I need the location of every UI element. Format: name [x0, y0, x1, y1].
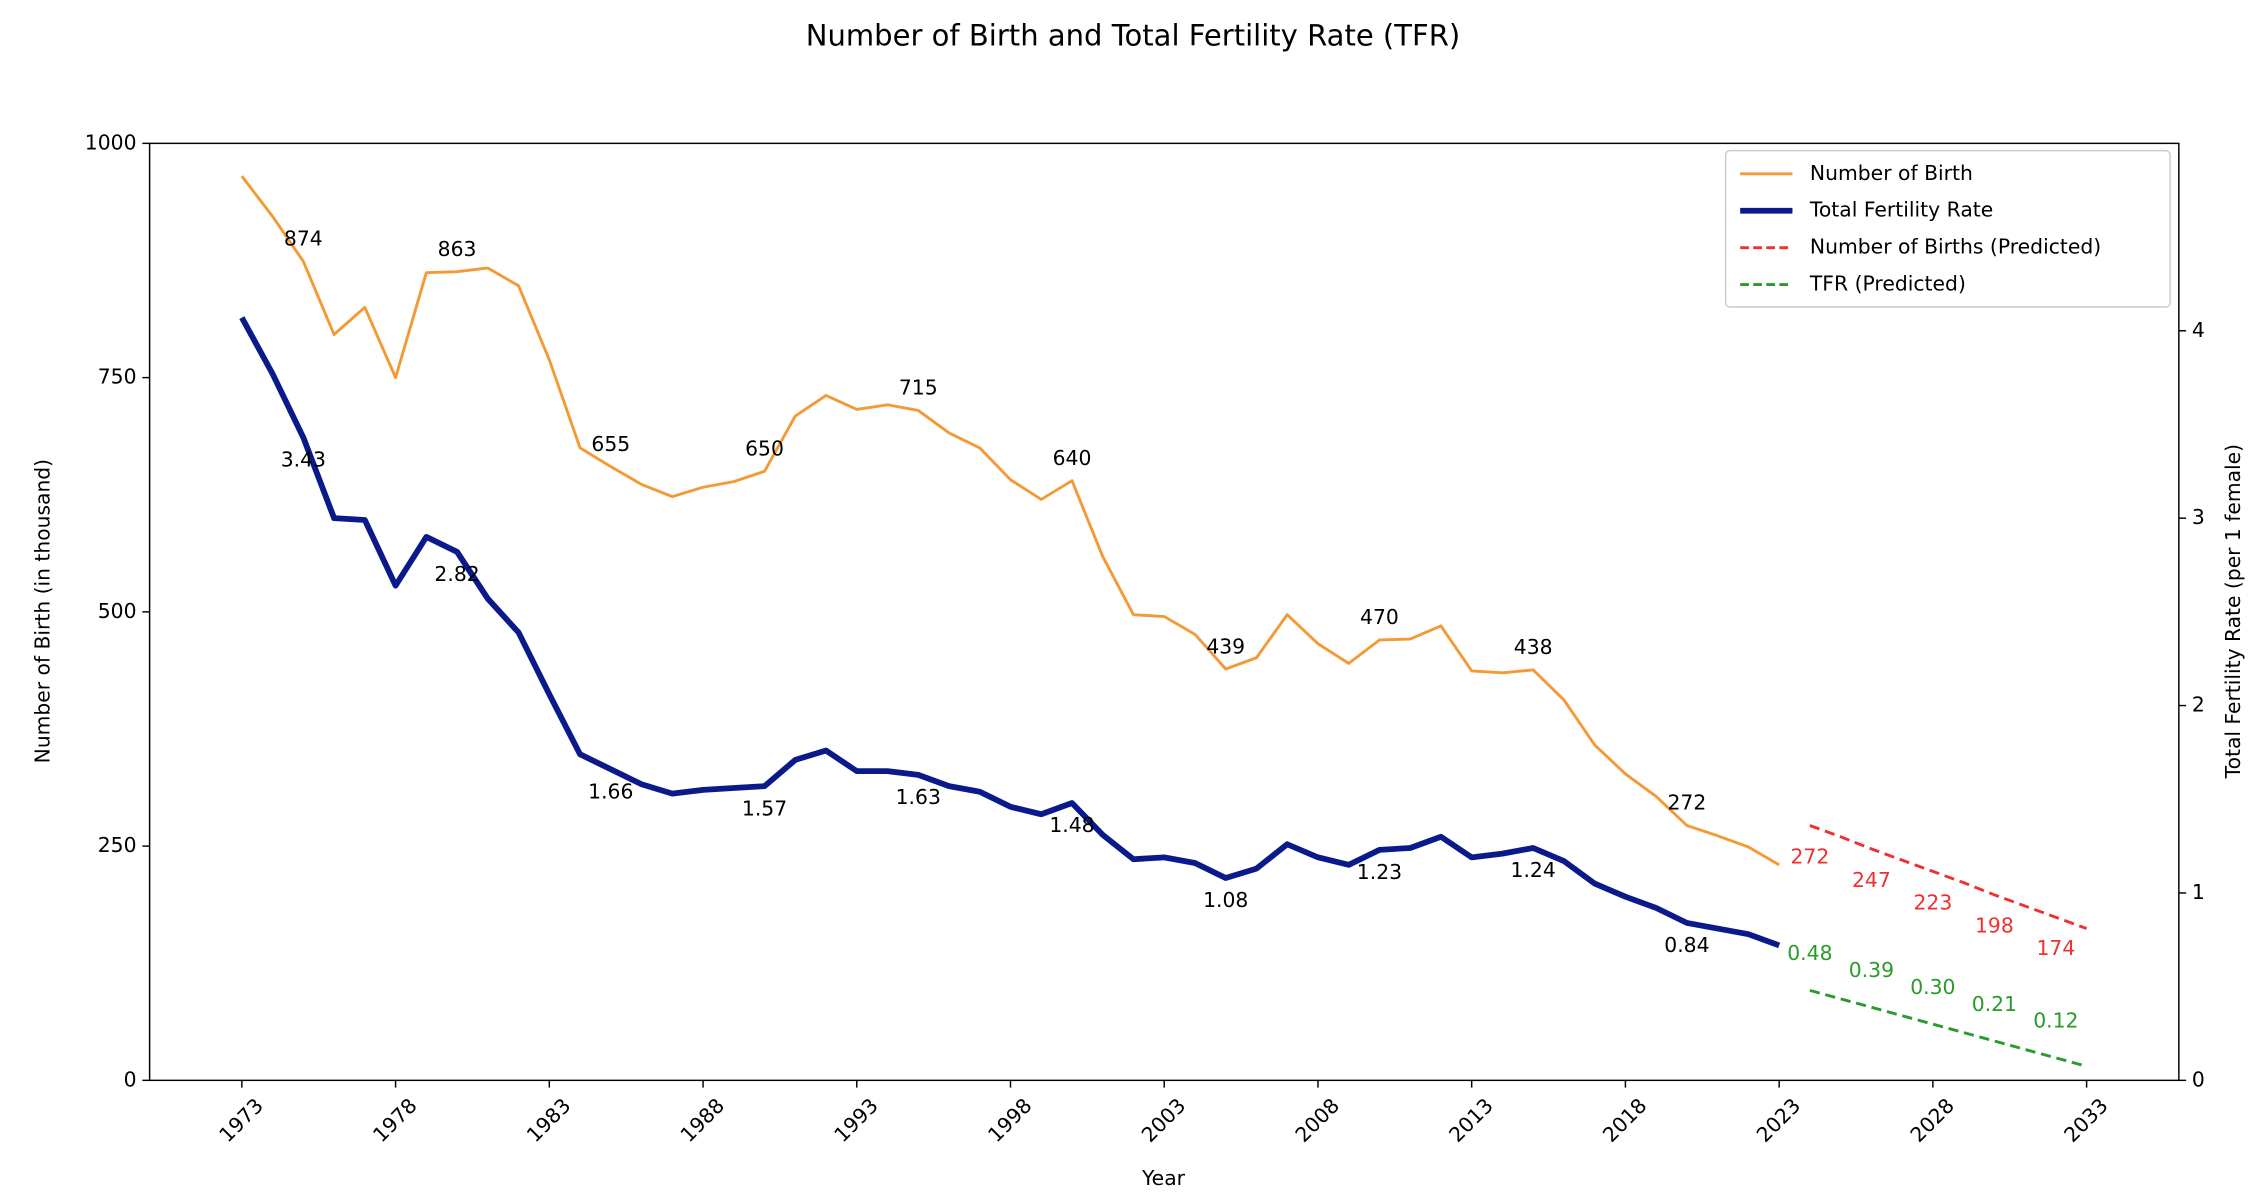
data-label: 247 — [1852, 868, 1891, 892]
x-tick-label: 1993 — [829, 1093, 883, 1146]
y-tick-label: 0 — [124, 1067, 137, 1091]
x-axis-label: Year — [1141, 1166, 1186, 1190]
x-tick-label: 1983 — [522, 1093, 576, 1146]
data-label: 655 — [591, 432, 630, 456]
x-tick-label: 2013 — [1444, 1093, 1498, 1146]
data-label: 439 — [1206, 634, 1245, 658]
y2-tick-label: 3 — [2192, 505, 2205, 529]
chart-title: Number of Birth and Total Fertility Rate… — [806, 19, 1460, 53]
legend-label: Total Fertility Rate — [1809, 198, 1993, 222]
data-label: 640 — [1053, 446, 1092, 470]
data-label: 0.48 — [1787, 941, 1832, 965]
data-label: 1.48 — [1049, 813, 1094, 837]
data-label: 272 — [1668, 791, 1707, 815]
x-tick-label: 1998 — [983, 1093, 1037, 1146]
y2-tick-label: 2 — [2192, 693, 2205, 717]
data-label: 1.63 — [896, 785, 941, 809]
data-label: 650 — [745, 437, 784, 461]
x-tick-label: 2033 — [2059, 1093, 2113, 1146]
data-label: 863 — [438, 237, 477, 261]
data-label: 715 — [899, 376, 938, 400]
y2-tick-label: 4 — [2192, 318, 2205, 342]
data-label: 438 — [1514, 635, 1553, 659]
data-label: 223 — [1913, 890, 1952, 914]
x-tick-label: 1988 — [676, 1093, 730, 1146]
legend-label: Number of Birth — [1810, 161, 1973, 185]
data-label: 1.57 — [742, 796, 787, 820]
x-tick-label: 1973 — [214, 1093, 268, 1146]
data-label: 0.30 — [1910, 975, 1955, 999]
y2-tick-label: 0 — [2192, 1067, 2205, 1091]
legend-box — [1724, 149, 2171, 308]
y-axis-label: Number of Birth (in thousand) — [31, 459, 55, 763]
data-label: 198 — [1975, 914, 2014, 938]
x-tick-label: 2018 — [1598, 1093, 1652, 1146]
data-label: 874 — [284, 227, 323, 251]
data-label: 272 — [1790, 844, 1829, 868]
y2-tick-label: 1 — [2192, 880, 2205, 904]
y2-axis-label: Total Fertility Rate (per 1 female) — [2221, 444, 2245, 779]
data-label: 3.43 — [281, 448, 326, 472]
legend-label: TFR (Predicted) — [1809, 272, 1966, 296]
data-label: 0.39 — [1849, 958, 1894, 982]
y-tick-label: 750 — [98, 365, 137, 389]
data-label: 1.24 — [1511, 858, 1556, 882]
data-label: 2.82 — [434, 562, 479, 586]
x-tick-label: 2003 — [1137, 1093, 1191, 1146]
series-line — [239, 316, 1781, 949]
y-tick-label: 250 — [98, 833, 137, 857]
x-tick-label: 1978 — [368, 1093, 422, 1146]
data-label: 470 — [1360, 605, 1399, 629]
data-label: 0.84 — [1664, 933, 1709, 957]
data-label: 0.12 — [2033, 1009, 2078, 1033]
data-label: 1.23 — [1357, 860, 1402, 884]
data-label: 1.08 — [1203, 888, 1248, 912]
x-tick-label: 2008 — [1290, 1093, 1344, 1146]
data-label: 1.66 — [588, 779, 633, 803]
data-label: 174 — [2036, 936, 2075, 960]
series-line — [240, 175, 1780, 867]
series-line — [1809, 824, 2088, 930]
data-label: 0.21 — [1972, 992, 2017, 1016]
y-tick-label: 500 — [98, 599, 137, 623]
x-tick-label: 2028 — [1905, 1093, 1959, 1146]
y-tick-label: 1000 — [85, 130, 137, 154]
x-tick-label: 2023 — [1752, 1093, 1806, 1146]
legend-label: Number of Births (Predicted) — [1810, 235, 2101, 259]
